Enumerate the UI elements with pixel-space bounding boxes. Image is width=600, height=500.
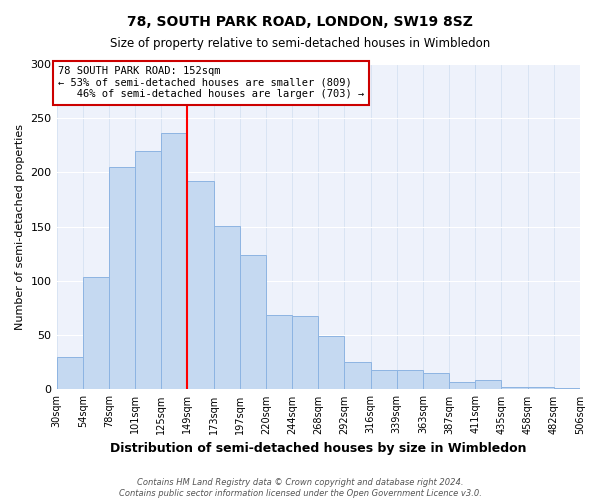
Bar — [397, 370, 423, 390]
Bar — [109, 167, 135, 390]
Bar — [214, 226, 240, 390]
Text: Size of property relative to semi-detached houses in Wimbledon: Size of property relative to semi-detach… — [110, 38, 490, 51]
Text: 78 SOUTH PARK ROAD: 152sqm
← 53% of semi-detached houses are smaller (809)
   46: 78 SOUTH PARK ROAD: 152sqm ← 53% of semi… — [58, 66, 364, 100]
Bar — [527, 388, 554, 390]
Bar — [83, 276, 109, 390]
X-axis label: Distribution of semi-detached houses by size in Wimbledon: Distribution of semi-detached houses by … — [110, 442, 527, 455]
Bar — [344, 362, 371, 390]
Bar — [318, 336, 344, 390]
Bar — [187, 181, 214, 390]
Bar — [292, 316, 318, 390]
Y-axis label: Number of semi-detached properties: Number of semi-detached properties — [15, 124, 25, 330]
Bar — [423, 373, 449, 390]
Bar — [240, 255, 266, 390]
Bar — [56, 357, 83, 390]
Bar — [449, 382, 475, 390]
Bar — [475, 380, 502, 390]
Bar — [135, 151, 161, 390]
Text: Contains HM Land Registry data © Crown copyright and database right 2024.
Contai: Contains HM Land Registry data © Crown c… — [119, 478, 481, 498]
Text: 78, SOUTH PARK ROAD, LONDON, SW19 8SZ: 78, SOUTH PARK ROAD, LONDON, SW19 8SZ — [127, 15, 473, 29]
Bar — [554, 388, 580, 390]
Bar — [371, 370, 397, 390]
Bar — [266, 314, 292, 390]
Bar — [161, 134, 187, 390]
Bar — [502, 388, 527, 390]
